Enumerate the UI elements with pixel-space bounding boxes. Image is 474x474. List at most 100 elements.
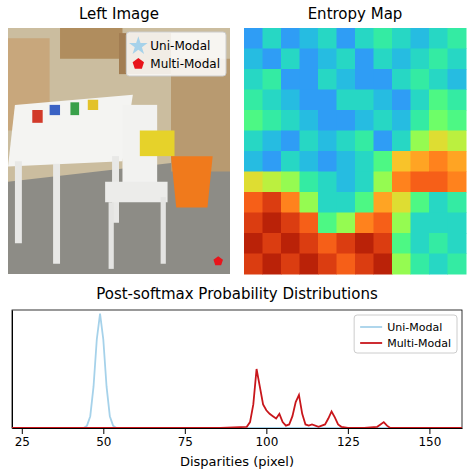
heatmap-cell	[244, 151, 263, 172]
heatmap-cell	[337, 233, 356, 254]
heatmap-cell	[429, 233, 448, 254]
heatmap-cell	[244, 233, 263, 254]
heatmap-cell	[355, 192, 374, 213]
panel-title: Left Image	[79, 5, 159, 23]
heatmap-cell	[392, 192, 411, 213]
heatmap-cell	[355, 90, 374, 111]
heatmap-cell	[448, 110, 467, 131]
heatmap-cell	[281, 254, 300, 275]
heatmap-cell	[281, 213, 300, 234]
heatmap-cell	[300, 110, 319, 131]
y-axis	[12, 311, 13, 429]
heatmap-cell	[318, 192, 337, 213]
tick-label: 150	[418, 435, 441, 449]
legend-label: Uni-Modal	[387, 321, 442, 334]
heatmap-cell	[411, 28, 430, 49]
heatmap-cell	[318, 254, 337, 275]
heatmap-cell	[337, 213, 356, 234]
heatmap-cell	[300, 90, 319, 111]
heatmap-cell	[281, 172, 300, 193]
tick-label: 125	[337, 435, 360, 449]
tick-label: 100	[255, 435, 278, 449]
heatmap-cell	[263, 233, 282, 254]
heatmap	[244, 28, 467, 275]
table-top	[8, 95, 133, 167]
heatmap-cell	[448, 90, 467, 111]
heatmap-cell	[411, 110, 430, 131]
heatmap-cell	[281, 69, 300, 90]
heatmap-cell	[244, 28, 263, 49]
heatmap-cell	[411, 69, 430, 90]
point	[213, 256, 223, 265]
heatmap-cell	[355, 49, 374, 70]
heatmap-cell	[300, 49, 319, 70]
heatmap-cell	[374, 254, 393, 275]
heatmap-cell	[429, 172, 448, 193]
heatmap-cell	[411, 151, 430, 172]
tick-mark	[266, 428, 267, 434]
heatmap-cell	[263, 69, 282, 90]
heatmap-cell	[318, 151, 337, 172]
heatmap-cell	[411, 192, 430, 213]
heatmap-cell	[263, 49, 282, 70]
heatmap-cell	[448, 192, 467, 213]
heatmap-cell	[355, 233, 374, 254]
tick-label: 25	[15, 435, 30, 449]
legend-line	[360, 342, 382, 344]
heatmap-cell	[300, 192, 319, 213]
heatmap-cell	[244, 110, 263, 131]
tick-label: 50	[96, 435, 111, 449]
heatmap-cell	[263, 131, 282, 152]
heatmap-cell	[263, 28, 282, 49]
tick-mark	[185, 428, 186, 434]
toy-block	[70, 102, 79, 115]
table-leg	[15, 161, 22, 243]
heatmap-cell	[300, 213, 319, 234]
chair-seat	[105, 182, 167, 203]
heatmap-cell	[244, 131, 263, 152]
heatmap-cell	[318, 69, 337, 90]
heatmap-cell	[300, 151, 319, 172]
tick-mark	[429, 428, 430, 434]
legend-box	[354, 315, 457, 353]
heatmap-cell	[318, 110, 337, 131]
heatmap-cell	[374, 192, 393, 213]
heatmap-cell	[244, 90, 263, 111]
heatmap-cell	[392, 49, 411, 70]
heatmap-cell	[411, 254, 430, 275]
heatmap-cell	[337, 49, 356, 70]
heatmap-cell	[355, 254, 374, 275]
heatmap-cell	[337, 110, 356, 131]
chair-leg	[109, 202, 114, 269]
axis-line	[13, 428, 463, 429]
heatmap-cell	[300, 131, 319, 152]
heatmap-cell	[355, 213, 374, 234]
tick: 100	[255, 428, 278, 449]
heatmap-cell	[281, 90, 300, 111]
heatmap-cell	[337, 28, 356, 49]
heatmap-cell	[337, 151, 356, 172]
legend-symbol	[133, 58, 144, 69]
plot-frame	[12, 310, 462, 428]
heatmap-cell	[355, 28, 374, 49]
heatmap-cell	[374, 213, 393, 234]
series-line	[12, 314, 462, 428]
heatmap-cell	[300, 254, 319, 275]
toy-box	[140, 131, 175, 157]
heatmap-cell	[355, 131, 374, 152]
legend: Uni-Modal Multi-Modal	[354, 315, 457, 353]
heatmap-cell	[355, 110, 374, 131]
heatmap-cell	[429, 151, 448, 172]
heatmap-cell	[374, 90, 393, 111]
heatmap-cell	[281, 192, 300, 213]
heatmap-cell	[263, 254, 282, 275]
heatmap-cell	[374, 131, 393, 152]
heatmap-cell	[429, 69, 448, 90]
tick-mark	[22, 428, 23, 434]
heatmap-cell	[318, 213, 337, 234]
x-axis: 255075100125150	[13, 428, 463, 449]
bucket	[171, 156, 213, 207]
legend-label: Multi-Modal	[387, 337, 451, 350]
panel-title: Entropy Map	[308, 5, 403, 23]
heatmap-cell	[429, 131, 448, 152]
